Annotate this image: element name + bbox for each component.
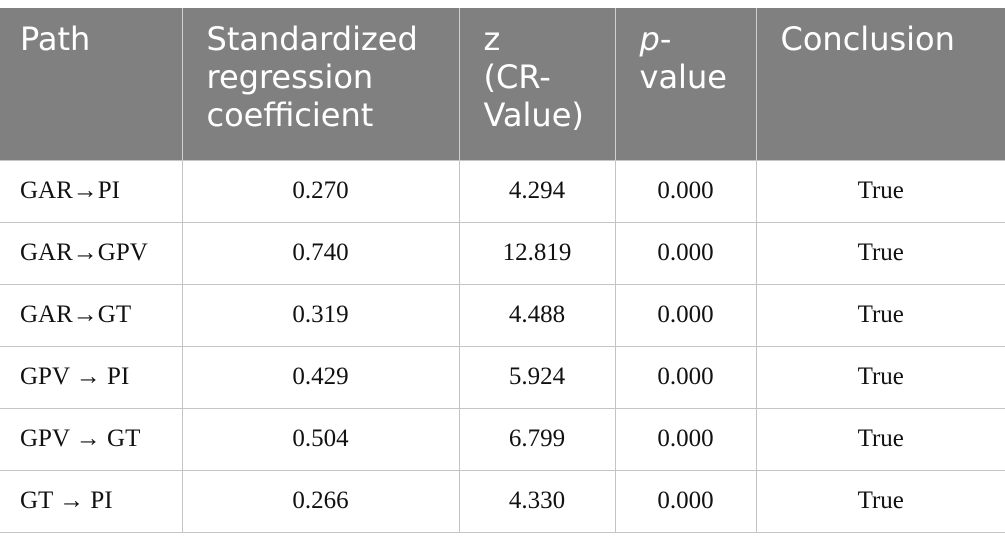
table-cell: 0.000 [614, 407, 757, 471]
table-header: Path Standardized regression coefficient z… [0, 8, 1005, 160]
table-cell: True [755, 345, 1005, 409]
header-cell: Path [0, 8, 182, 160]
header-italic: p [639, 20, 660, 58]
table-row: GT → PI 0.266 4.330 0.000 True [0, 469, 1005, 533]
table-row: GAR→GPV 0.740 12.819 0.000 True [0, 221, 1005, 285]
header-row: Path Standardized regression coefficient z… [0, 8, 1005, 160]
table-cell: 4.488 [458, 283, 616, 347]
table-body: GAR→PI 0.270 4.294 0.000 True GAR→GPV 0.740 12.… [0, 159, 1005, 533]
header-cell: z (CR-Value) [458, 8, 615, 160]
table-cell: 0.000 [614, 283, 757, 347]
table-cell: 12.819 [458, 221, 616, 285]
table-cell: 0.319 [181, 283, 460, 347]
table-cell: 0.504 [181, 407, 460, 471]
table-cell: 0.740 [181, 221, 460, 285]
header-cell: p-value [614, 8, 756, 160]
table-cell: 0.266 [181, 469, 460, 533]
table-cell: 0.000 [614, 221, 757, 285]
header-text: -value [639, 20, 727, 96]
table-cell: True [755, 159, 1005, 223]
table-cell: True [755, 407, 1005, 471]
table-cell: 0.000 [614, 469, 757, 533]
header-cell: Conclusion [755, 8, 1005, 160]
table-cell: GT → PI [0, 469, 183, 533]
table-cell: True [755, 469, 1005, 533]
table-cell: GAR→PI [0, 159, 183, 223]
table-cell: True [755, 221, 1005, 285]
header-cell: Standardized regression coefficient [181, 8, 459, 160]
table-cell: GPV → GT [0, 407, 183, 471]
table-cell: True [755, 283, 1005, 347]
table-cell: GPV → PI [0, 345, 183, 409]
table-row: GAR→PI 0.270 4.294 0.000 True [0, 159, 1005, 223]
table-cell: 4.330 [458, 469, 616, 533]
table-cell: GAR→GT [0, 283, 183, 347]
table-cell: 0.000 [614, 345, 757, 409]
table-cell: 0.429 [181, 345, 460, 409]
table-cell: 4.294 [458, 159, 616, 223]
table-cell: 0.270 [181, 159, 460, 223]
table-row: GAR→GT 0.319 4.488 0.000 True [0, 283, 1005, 347]
table-row: GPV → PI 0.429 5.924 0.000 True [0, 345, 1005, 409]
table-cell: 0.000 [614, 159, 757, 223]
results-table: Path Standardized regression coefficient z… [0, 8, 1005, 533]
table-cell: 6.799 [458, 407, 616, 471]
table-cell: GAR→GPV [0, 221, 183, 285]
table-cell: 5.924 [458, 345, 616, 409]
table-row: GPV → GT 0.504 6.799 0.000 True [0, 407, 1005, 471]
